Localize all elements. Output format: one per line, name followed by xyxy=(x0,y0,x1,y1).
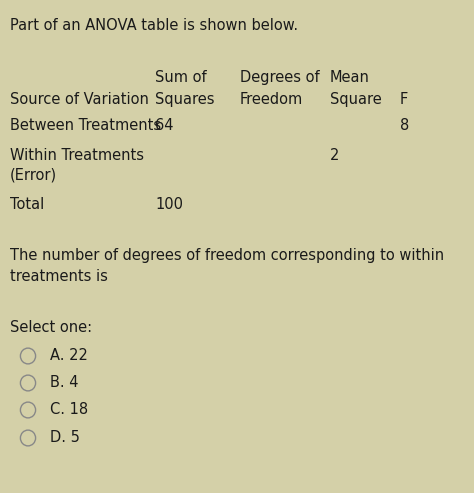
Text: 100: 100 xyxy=(155,197,183,212)
Text: Freedom: Freedom xyxy=(240,92,303,107)
Text: Squares: Squares xyxy=(155,92,215,107)
Text: Source of Variation: Source of Variation xyxy=(10,92,149,107)
Text: B. 4: B. 4 xyxy=(50,375,79,390)
Text: The number of degrees of freedom corresponding to within
treatments is: The number of degrees of freedom corresp… xyxy=(10,248,444,284)
Text: Degrees of: Degrees of xyxy=(240,70,319,85)
Text: 64: 64 xyxy=(155,118,173,133)
Text: (Error): (Error) xyxy=(10,168,57,183)
Text: Square: Square xyxy=(330,92,382,107)
Text: 2: 2 xyxy=(330,148,339,163)
Text: Total: Total xyxy=(10,197,44,212)
Text: Within Treatments: Within Treatments xyxy=(10,148,144,163)
Text: Part of an ANOVA table is shown below.: Part of an ANOVA table is shown below. xyxy=(10,18,298,33)
Text: Select one:: Select one: xyxy=(10,320,92,335)
Text: 8: 8 xyxy=(400,118,409,133)
Text: A. 22: A. 22 xyxy=(50,348,88,363)
Text: C. 18: C. 18 xyxy=(50,402,88,417)
Text: Between Treatments: Between Treatments xyxy=(10,118,161,133)
Text: F: F xyxy=(400,92,408,107)
Text: Mean: Mean xyxy=(330,70,370,85)
Text: D. 5: D. 5 xyxy=(50,430,80,445)
Text: Sum of: Sum of xyxy=(155,70,207,85)
